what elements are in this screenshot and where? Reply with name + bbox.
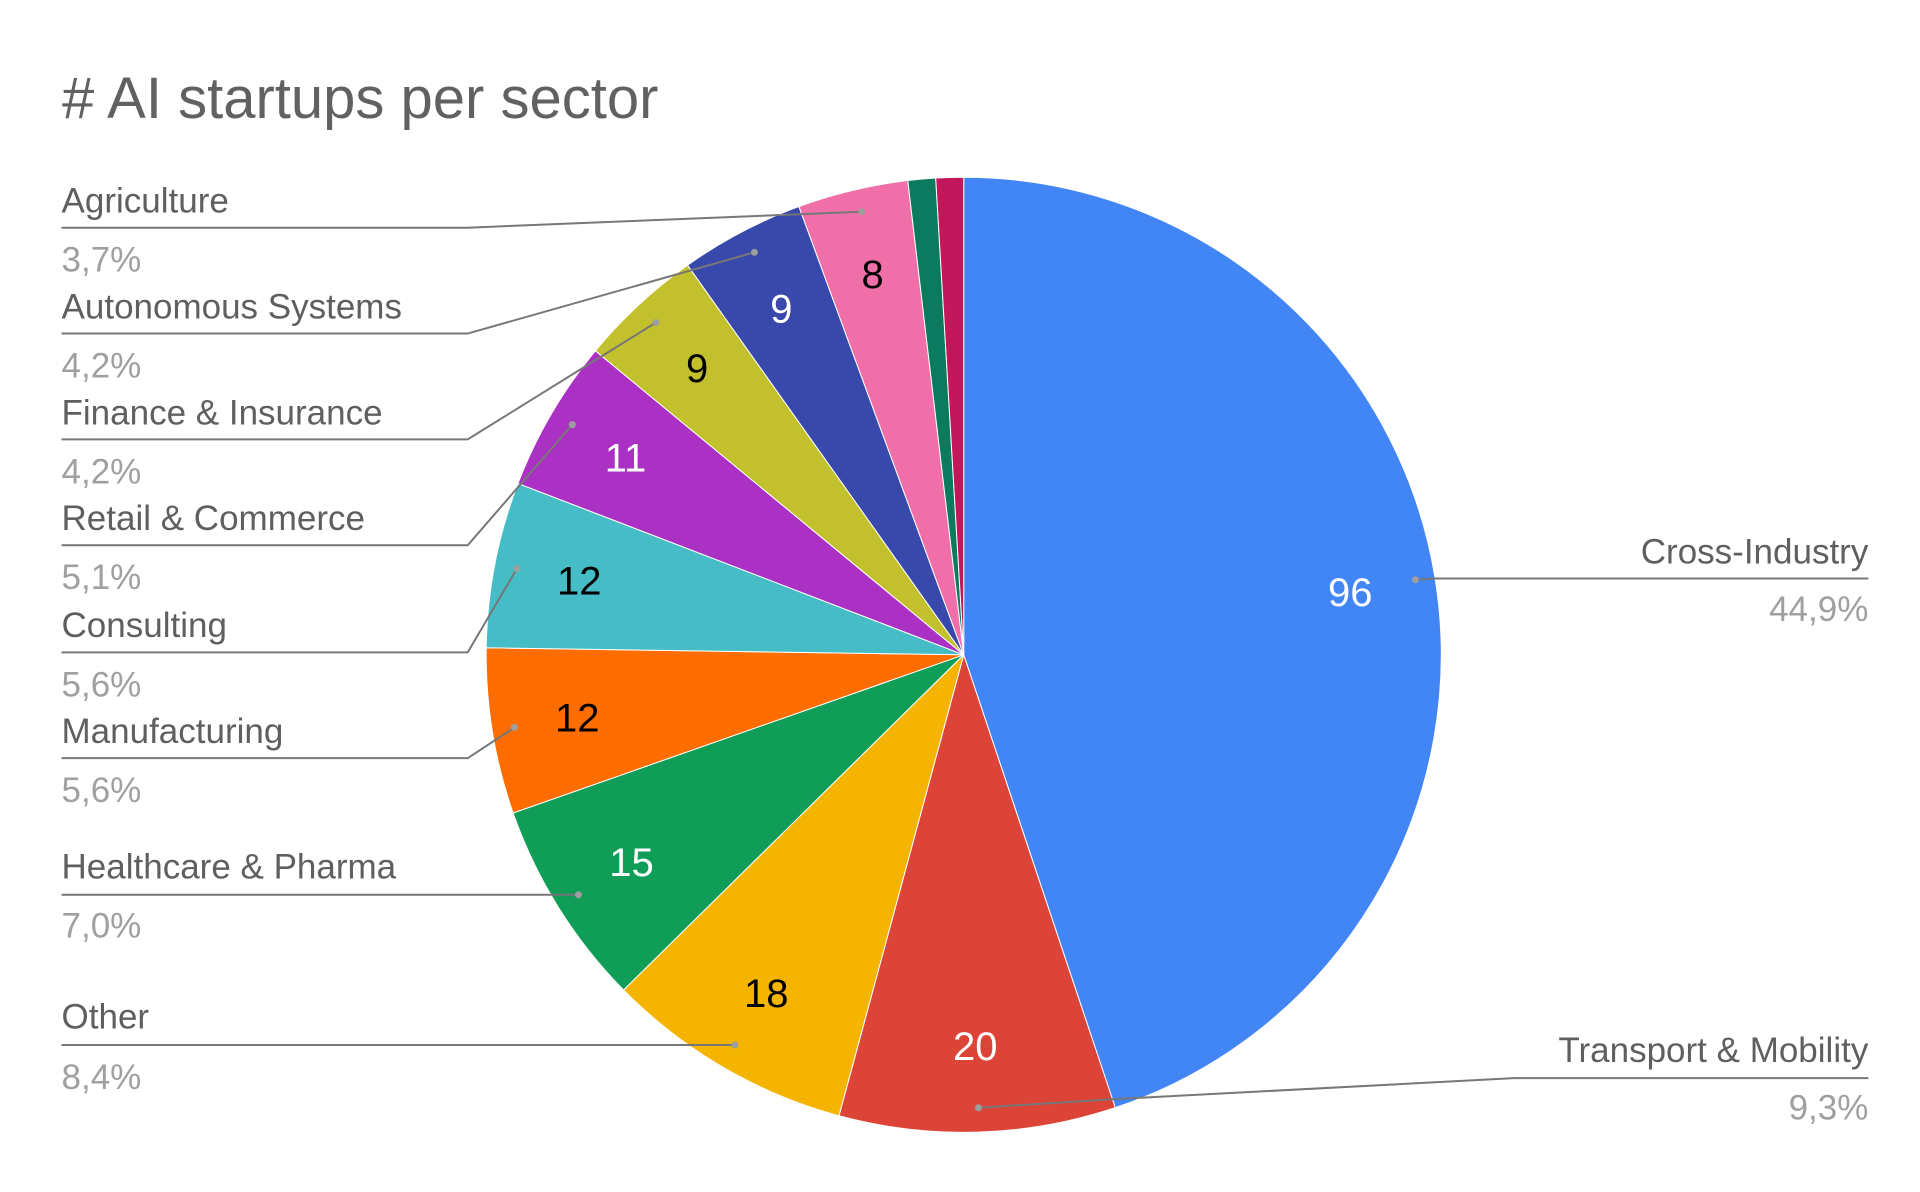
slice-percent-autonomous-systems: 4,2% bbox=[62, 347, 142, 386]
slice-value-label: 96 bbox=[1328, 571, 1373, 615]
slice-value-label: 20 bbox=[953, 1025, 998, 1069]
slice-value-label: 8 bbox=[861, 253, 883, 297]
pie-slice-other bbox=[622, 653, 965, 1117]
slice-value-label: 12 bbox=[555, 697, 600, 741]
slice-label-autonomous-systems: Autonomous Systems bbox=[62, 287, 402, 326]
pie-slice-unlabeled-11 bbox=[935, 176, 965, 655]
pie-slice-transport-mobility bbox=[838, 653, 1116, 1133]
leader-dot bbox=[750, 248, 758, 256]
slice-value-label: 9 bbox=[770, 287, 792, 331]
slice-percent-finance-insurance: 4,2% bbox=[62, 452, 142, 491]
leader-dot bbox=[652, 318, 660, 326]
leader-dot bbox=[510, 723, 518, 731]
slice-value-label: 9 bbox=[686, 347, 708, 391]
slice-value-label: 11 bbox=[605, 436, 647, 480]
leader-dot bbox=[974, 1104, 982, 1112]
leader-line-consulting bbox=[61, 568, 518, 654]
slice-percent-cross-industry: 44,9% bbox=[1769, 590, 1868, 629]
pie-slice-retail-commerce bbox=[517, 350, 965, 656]
leader-line-retail-commerce bbox=[61, 423, 574, 547]
slice-percent-manufacturing: 5,6% bbox=[62, 771, 142, 810]
pie-slice-manufacturing bbox=[485, 647, 964, 814]
leader-dot bbox=[513, 565, 521, 573]
pie-slice-healthcare-pharma bbox=[512, 654, 965, 991]
slice-label-healthcare-pharma: Healthcare & Pharma bbox=[62, 847, 397, 886]
leader-line-finance-insurance bbox=[61, 321, 657, 441]
slice-label-retail-commerce: Retail & Commerce bbox=[62, 499, 365, 538]
leader-dot bbox=[574, 891, 582, 899]
slice-value-label: 18 bbox=[744, 972, 789, 1016]
chart-title: # AI startups per sector bbox=[62, 66, 658, 131]
leader-dot bbox=[858, 208, 866, 216]
slice-label-finance-insurance: Finance & Insurance bbox=[62, 393, 383, 432]
slice-label-manufacturing: Manufacturing bbox=[62, 712, 284, 751]
leader-dot bbox=[568, 421, 576, 429]
slice-label-consulting: Consulting bbox=[62, 606, 227, 645]
slice-label-cross-industry: Cross-Industry bbox=[1641, 532, 1869, 571]
slice-label-other: Other bbox=[62, 998, 150, 1037]
leader-line-transport-mobility bbox=[978, 1077, 1869, 1109]
slice-label-transport-mobility: Transport & Mobility bbox=[1558, 1031, 1868, 1070]
slice-percent-transport-mobility: 9,3% bbox=[1789, 1089, 1869, 1128]
slice-value-label: 15 bbox=[609, 841, 654, 885]
leader-line-cross-industry bbox=[1415, 577, 1869, 581]
leader-line-manufacturing bbox=[61, 726, 516, 760]
slice-label-agriculture: Agriculture bbox=[62, 182, 229, 221]
slice-percent-healthcare-pharma: 7,0% bbox=[62, 907, 142, 946]
slice-percent-other: 8,4% bbox=[62, 1058, 142, 1097]
slice-percent-consulting: 5,6% bbox=[62, 665, 142, 704]
slice-percent-agriculture: 3,7% bbox=[62, 241, 142, 280]
leader-dot bbox=[1411, 576, 1419, 584]
slice-value-label: 12 bbox=[557, 560, 602, 604]
slice-percent-retail-commerce: 5,1% bbox=[62, 558, 142, 597]
leader-line-autonomous-systems bbox=[61, 251, 755, 335]
leader-line-agriculture bbox=[61, 210, 862, 229]
leader-dot bbox=[731, 1041, 739, 1049]
